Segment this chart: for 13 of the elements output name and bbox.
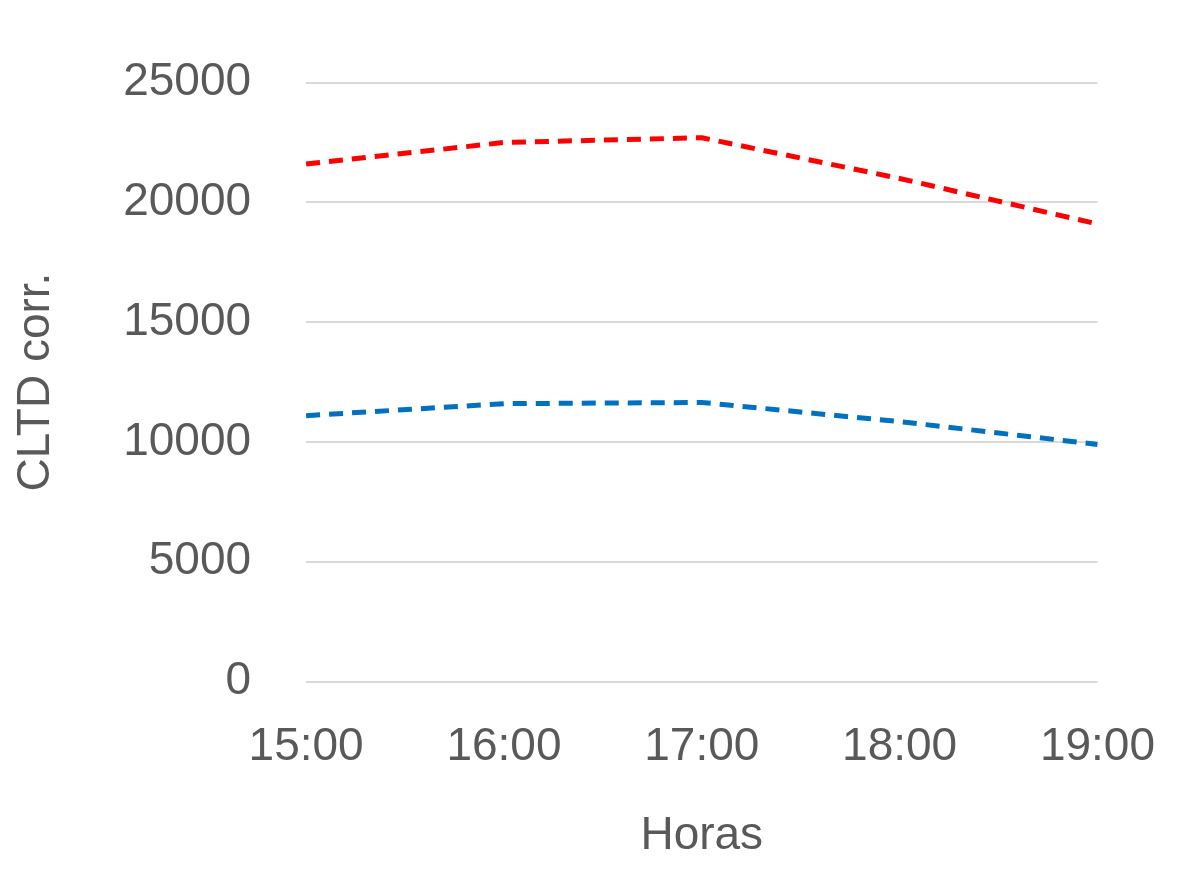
x-tick-label: 15:00 <box>248 717 364 770</box>
y-axis-title: CLTD corr. <box>7 272 60 492</box>
x-tick-label: 19:00 <box>1039 717 1156 770</box>
x-axis-title: Horas <box>640 807 764 860</box>
y-tick-label: 0 <box>225 652 252 705</box>
x-tick-label: 18:00 <box>842 717 958 770</box>
x-tick-label: 16:00 <box>446 717 562 770</box>
x-tick-label: 17:00 <box>644 717 760 770</box>
y-tick-label: 10000 <box>123 412 252 465</box>
y-tick-label: 25000 <box>123 53 252 106</box>
y-tick-label: 20000 <box>123 173 252 226</box>
y-tick-label: 5000 <box>148 532 252 585</box>
y-tick-label: 15000 <box>123 292 252 345</box>
